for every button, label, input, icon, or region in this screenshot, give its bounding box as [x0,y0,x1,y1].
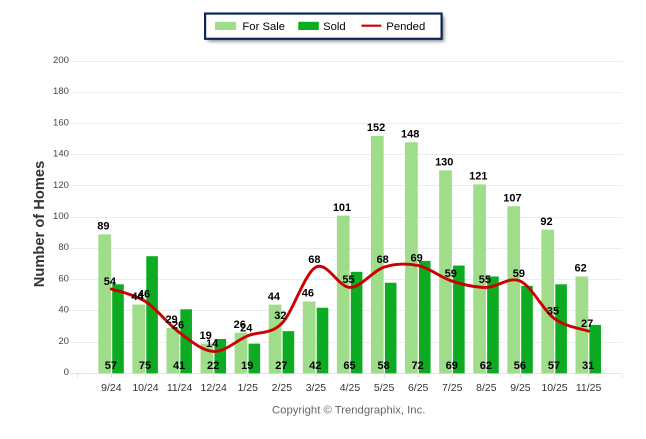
svg-text:140: 140 [53,149,69,160]
svg-text:148: 148 [401,128,419,140]
svg-text:101: 101 [333,202,351,214]
svg-text:46: 46 [138,288,150,300]
svg-text:55: 55 [342,274,354,286]
svg-text:152: 152 [367,122,385,134]
svg-text:6/25: 6/25 [408,382,429,394]
svg-text:75: 75 [139,360,151,372]
svg-text:5/25: 5/25 [374,382,395,394]
svg-text:19: 19 [200,330,212,342]
svg-text:9/24: 9/24 [101,382,122,394]
svg-text:12/24: 12/24 [201,382,227,394]
svg-text:11/24: 11/24 [167,382,193,394]
svg-text:44: 44 [268,291,281,303]
svg-text:8/25: 8/25 [476,382,497,394]
svg-text:27: 27 [581,318,593,330]
svg-text:80: 80 [58,242,69,253]
svg-text:56: 56 [514,360,526,372]
svg-text:Number of Homes: Number of Homes [32,161,48,288]
svg-text:130: 130 [435,157,453,169]
svg-text:10/25: 10/25 [541,382,567,394]
svg-text:200: 200 [53,55,69,66]
svg-text:Copyright © Trendgraphix, Inc.: Copyright © Trendgraphix, Inc. [272,405,425,417]
svg-text:107: 107 [503,192,521,204]
svg-text:27: 27 [275,360,287,372]
svg-text:100: 100 [53,211,69,222]
svg-text:62: 62 [574,263,586,275]
svg-text:19: 19 [241,360,253,372]
svg-text:32: 32 [274,310,286,322]
svg-text:68: 68 [376,254,388,266]
svg-text:7/25: 7/25 [442,382,463,394]
svg-text:60: 60 [58,273,69,284]
svg-text:14: 14 [206,338,219,350]
svg-text:92: 92 [540,216,552,228]
svg-text:1/25: 1/25 [238,382,259,394]
svg-text:68: 68 [308,254,320,266]
svg-text:4/25: 4/25 [340,382,361,394]
svg-text:120: 120 [53,180,69,191]
svg-text:59: 59 [513,268,525,280]
svg-text:54: 54 [104,276,117,288]
svg-text:58: 58 [377,360,389,372]
svg-text:72: 72 [412,360,424,372]
svg-text:2/25: 2/25 [272,382,293,394]
svg-text:3/25: 3/25 [306,382,327,394]
svg-text:0: 0 [64,367,69,378]
svg-text:31: 31 [582,360,594,372]
svg-text:22: 22 [207,360,219,372]
svg-text:62: 62 [480,360,492,372]
svg-text:35: 35 [547,305,559,317]
svg-text:41: 41 [173,360,185,372]
svg-text:9/25: 9/25 [510,382,531,394]
svg-text:59: 59 [445,268,457,280]
svg-text:For Sale: For Sale [242,21,285,33]
svg-text:44: 44 [131,291,144,303]
svg-text:42: 42 [309,360,321,372]
svg-text:20: 20 [58,336,69,347]
svg-text:24: 24 [240,323,253,335]
svg-text:11/25: 11/25 [576,382,602,394]
svg-text:57: 57 [105,360,117,372]
svg-text:89: 89 [97,221,109,233]
svg-text:40: 40 [58,305,69,316]
svg-text:57: 57 [548,360,560,372]
svg-text:55: 55 [479,274,491,286]
svg-text:46: 46 [302,288,314,300]
svg-text:26: 26 [172,320,184,332]
svg-text:65: 65 [343,360,355,372]
svg-text:69: 69 [411,252,423,264]
svg-text:160: 160 [53,117,69,128]
svg-text:10/24: 10/24 [132,382,158,394]
svg-text:180: 180 [53,86,69,97]
svg-text:26: 26 [234,319,246,331]
svg-text:69: 69 [446,360,458,372]
svg-text:Pended: Pended [386,21,425,33]
svg-text:121: 121 [469,171,487,183]
svg-text:Sold: Sold [323,21,346,33]
svg-text:29: 29 [165,314,177,326]
